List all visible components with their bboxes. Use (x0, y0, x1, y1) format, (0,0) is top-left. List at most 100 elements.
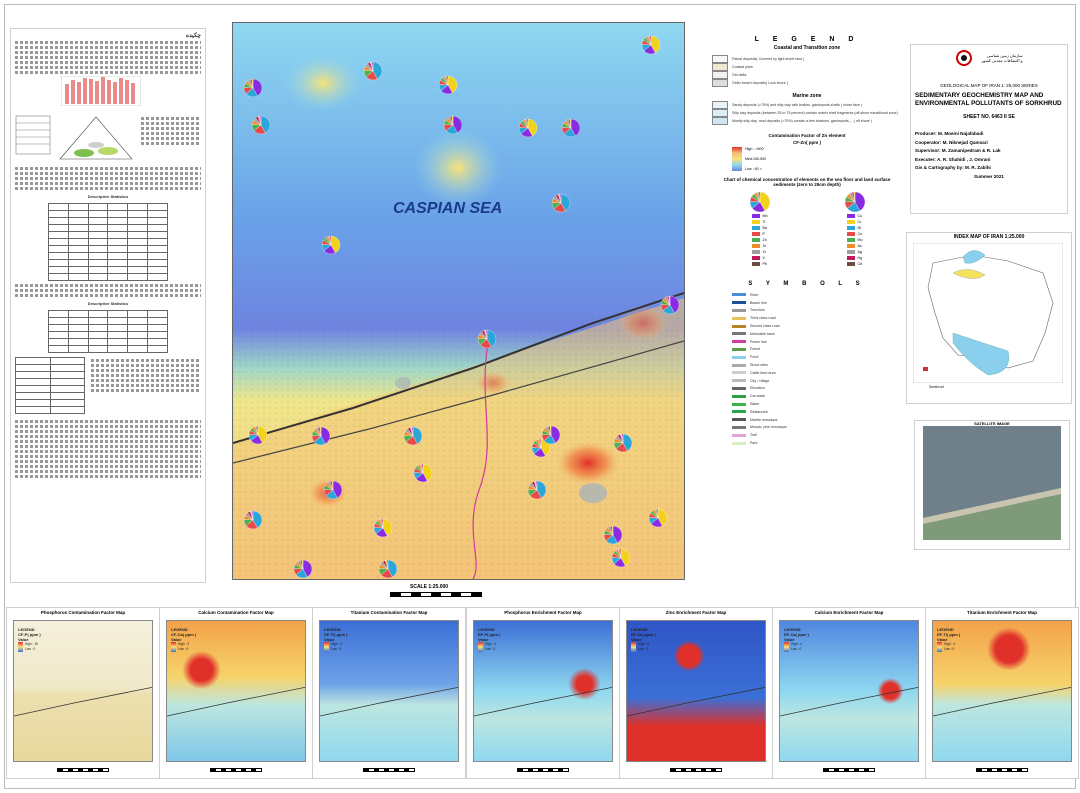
sample-pie-chart[interactable] (603, 525, 623, 545)
mini-map-title: Phosphorus Enrichment Factor Map (504, 610, 582, 615)
cf-zn-title: Contamination Factor of Zn element (768, 133, 846, 138)
element-b-item: Cr (846, 219, 863, 225)
sample-pie-chart[interactable] (541, 425, 561, 445)
sample-pie-chart[interactable] (243, 78, 263, 98)
satellite-canvas (923, 426, 1061, 540)
symbol-item: Shoot sites (732, 361, 902, 369)
pie-slice (854, 191, 865, 211)
mini-map[interactable]: Phosphorus Contamination Factor Map LEGEN… (6, 607, 160, 779)
symbol-item: Motorable track (732, 330, 902, 338)
pie-slice (612, 525, 623, 544)
mini-map[interactable]: Titanium Enrichment Factor Map LEGEND EF-T… (925, 607, 1079, 779)
pie-slice (620, 548, 631, 567)
mini-beach-line (933, 686, 1071, 717)
sample-pie-chart[interactable] (413, 463, 433, 483)
mini-scale-bar (517, 768, 569, 772)
element-a-swatch (751, 226, 760, 230)
mini-legend-colorbar (631, 642, 636, 652)
description-paragraph-5 (15, 420, 201, 478)
mini-legend-high: High : 4 (944, 642, 955, 646)
mini-map-canvas: LEGEND EF-Ca( ppm ) Value High : 4 Low : 0 (779, 620, 919, 762)
mini-beach-line (474, 686, 612, 717)
sample-pie-chart[interactable] (561, 118, 581, 138)
coastal-zone-swatch (712, 71, 728, 79)
mini-legend-text: Value (937, 637, 948, 642)
credit-line: Supervisor: M. Zamanipedram & R. Lak (915, 148, 1001, 153)
element-b-label: Cd (857, 262, 863, 266)
symbol-item: Pond (732, 353, 902, 361)
symbol-label: Cattle feed area (750, 370, 776, 375)
pie-slice (621, 433, 624, 444)
sample-pie-chart[interactable] (518, 118, 538, 138)
index-map: INDEX MAP OF IRAN 1:25.000 Sorkhrud (906, 232, 1072, 404)
mini-legend-high: High : 15 (25, 642, 38, 646)
satellite-title: SATELLITE IMAGE (974, 421, 1010, 426)
coastal-zone-title: Coastal and Transition zone (773, 45, 841, 51)
sample-pie-chart[interactable] (641, 35, 661, 55)
element-b-label: Mo (857, 238, 863, 242)
marine-zone-swatch (712, 117, 728, 125)
symbol-swatch (732, 347, 746, 351)
mini-scale-bar (823, 768, 875, 772)
mini-map[interactable]: Zinc Enrichment Factor Map LEGEND EF-Zn( p… (619, 607, 773, 779)
pie-slice (331, 480, 334, 491)
symbol-swatch (732, 301, 746, 305)
sample-pie-chart[interactable] (527, 480, 547, 500)
symbol-swatch (732, 316, 746, 320)
mini-map-legend: LEGEND EF-Ti( ppm ) Value High : 4 Low : 0 (937, 627, 960, 652)
pie-slice (371, 61, 374, 72)
sample-pie-chart[interactable] (251, 115, 271, 135)
sample-pie-chart[interactable] (323, 480, 343, 500)
sample-pie-chart[interactable] (613, 433, 633, 453)
sample-pie-chart[interactable] (403, 426, 423, 446)
description-column: چکیده Descriptive Statistics (10, 28, 206, 583)
classification-table-thumbnail (15, 115, 51, 155)
mini-map[interactable]: Titanium Contamination Factor Map LEGEND C… (312, 607, 466, 779)
element-a-swatch (751, 238, 760, 242)
statistics-table-3 (15, 357, 85, 414)
element-a-label: Pb (762, 262, 767, 266)
mini-map-legend: LEGEND EF-Zn( ppm ) Value High : 4 Low : 0 (631, 627, 656, 652)
main-geochemistry-map[interactable]: CASPIAN SEA (232, 22, 685, 580)
sample-pie-chart[interactable] (243, 510, 263, 530)
mini-legend-colorbar (18, 642, 23, 652)
mini-map-title: Phosphorus Contamination Factor Map (40, 610, 126, 615)
element-chart-title: Chart of chemical concentration of eleme… (723, 177, 891, 187)
sample-pie-chart[interactable] (373, 518, 393, 538)
sample-pie-chart[interactable] (378, 559, 398, 579)
element-a-item: V (751, 255, 768, 261)
sample-pie-chart[interactable] (311, 426, 331, 446)
mini-scale-bar (363, 768, 415, 772)
symbol-swatch (732, 332, 746, 336)
sample-pie-chart[interactable] (443, 115, 463, 135)
symbol-item: Restaurant (732, 408, 902, 416)
marine-zone-title: Marine zone (792, 93, 822, 99)
element-a-swatch (751, 220, 760, 224)
sample-pie-chart[interactable] (293, 559, 313, 579)
sample-pie-chart[interactable] (648, 508, 668, 528)
sample-pie-chart[interactable] (551, 193, 571, 213)
sample-pie-chart[interactable] (477, 329, 497, 349)
statistics-table-1 (48, 203, 168, 281)
sample-pie-chart[interactable] (611, 548, 631, 568)
coastal-zone-item: Paleal deposits( Covered by light sheet … (712, 55, 902, 63)
mini-map[interactable]: Calcium Enrichment Factor Map LEGEND EF-Ca… (772, 607, 926, 779)
sample-pie-chart[interactable] (363, 61, 383, 81)
mini-map-legend: LEGEND CF-Ti( ppm ) Value High : 2 Low : 0 (324, 627, 347, 652)
mini-map-legend: LEGEND EF-P( ppm ) Value High : 4 Low : 0 (478, 627, 500, 652)
sample-pie-chart[interactable] (248, 425, 268, 445)
pie-slice (256, 425, 259, 436)
pie-slice (649, 35, 652, 46)
symbol-swatch (732, 379, 746, 383)
mini-map[interactable]: Phosphorus Enrichment Factor Map LEGEND EF… (466, 607, 620, 779)
mini-map[interactable]: Calcium Contamination Factor Map LEGEND CF… (159, 607, 313, 779)
element-a-label: Sr (762, 244, 767, 248)
pie-slice (536, 480, 547, 499)
sample-pie-chart[interactable] (660, 295, 680, 315)
sample-pie-chart[interactable] (321, 235, 341, 255)
pie-slice (758, 191, 760, 203)
symbol-item: Third class road (732, 314, 902, 322)
thumb-bar (71, 80, 75, 104)
ternary-diagram (59, 116, 133, 160)
sample-pie-chart[interactable] (438, 75, 458, 95)
